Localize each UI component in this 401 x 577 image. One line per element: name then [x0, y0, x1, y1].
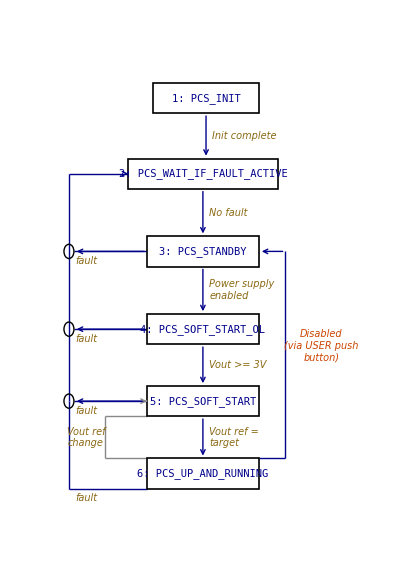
Text: fault: fault: [75, 493, 97, 503]
Text: 5: PCS_SOFT_START: 5: PCS_SOFT_START: [150, 396, 255, 407]
Bar: [128, 159, 277, 189]
Text: 4: PCS_SOFT_START_OL: 4: PCS_SOFT_START_OL: [140, 324, 265, 335]
Text: Vout >= 3V: Vout >= 3V: [209, 360, 266, 370]
Bar: [146, 459, 258, 489]
Text: Vout ref =
target: Vout ref = target: [209, 426, 258, 448]
Text: 6: PCS_UP_AND_RUNNING: 6: PCS_UP_AND_RUNNING: [137, 468, 268, 479]
Text: fault: fault: [75, 256, 97, 266]
Text: fault: fault: [75, 406, 97, 416]
Text: No fault: No fault: [209, 208, 247, 218]
Text: Power supply
enabled: Power supply enabled: [209, 279, 274, 301]
Bar: [146, 237, 258, 267]
Text: Disabled
(via USER push
button): Disabled (via USER push button): [284, 329, 358, 362]
Bar: [146, 386, 258, 416]
Text: fault: fault: [75, 334, 97, 344]
Text: 2: PCS_WAIT_IF_FAULT_ACTIVE: 2: PCS_WAIT_IF_FAULT_ACTIVE: [118, 168, 287, 179]
Text: 3: PCS_STANDBY: 3: PCS_STANDBY: [159, 246, 246, 257]
Bar: [146, 314, 258, 344]
Bar: [153, 83, 258, 113]
Text: Init complete: Init complete: [212, 131, 276, 141]
Text: Vout ref
change: Vout ref change: [67, 426, 105, 448]
Text: 1: PCS_INIT: 1: PCS_INIT: [171, 93, 240, 104]
